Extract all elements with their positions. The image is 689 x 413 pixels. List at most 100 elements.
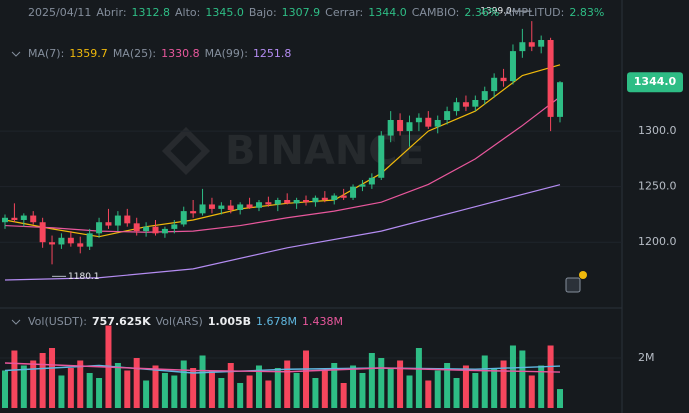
volume-bar bbox=[368, 353, 375, 408]
candle-body bbox=[190, 211, 197, 214]
stat-label: Cerrar: bbox=[325, 6, 364, 19]
collapse-icon[interactable] bbox=[11, 319, 21, 325]
stat-value: 1312.8 bbox=[131, 6, 171, 19]
volume-bar bbox=[124, 370, 131, 408]
stat-value: 2.36% bbox=[464, 6, 500, 19]
watermark-logo bbox=[161, 126, 211, 176]
ma-label: MA(99): bbox=[204, 47, 248, 60]
volume-bar bbox=[49, 348, 56, 408]
candle-body bbox=[321, 197, 328, 200]
volume-bar bbox=[331, 363, 338, 408]
volume-bar bbox=[557, 389, 563, 408]
indicator-dot bbox=[579, 271, 587, 279]
candle-body bbox=[350, 186, 357, 198]
volume-bar bbox=[312, 378, 319, 408]
volume-bar bbox=[171, 375, 178, 408]
candle-body bbox=[180, 211, 187, 225]
candle-body bbox=[133, 223, 140, 232]
volume-bar bbox=[321, 370, 328, 408]
candle-body bbox=[114, 215, 121, 226]
volume-bar bbox=[509, 345, 516, 408]
candle-body bbox=[359, 184, 366, 187]
candle-body bbox=[453, 102, 460, 112]
candle-body bbox=[397, 120, 404, 132]
indicator-icon[interactable] bbox=[565, 277, 581, 293]
volume-bar bbox=[199, 355, 206, 408]
stat-label: CAMBIO: bbox=[411, 6, 460, 19]
candle-body bbox=[49, 242, 56, 245]
candle-body bbox=[255, 202, 262, 208]
candle-body bbox=[171, 224, 178, 229]
date: 2025/04/11 bbox=[28, 6, 92, 19]
candle-body bbox=[77, 243, 84, 247]
candle-body bbox=[491, 77, 498, 92]
volume-bar bbox=[246, 375, 253, 408]
volume-bar bbox=[208, 370, 215, 408]
stat-value: 2.83% bbox=[569, 6, 605, 19]
volume-bar bbox=[30, 360, 37, 408]
vol-value2: 1.005B bbox=[207, 315, 252, 328]
candle-body bbox=[387, 120, 394, 136]
volume-bar bbox=[359, 373, 366, 408]
y-tick-label: 1200.0 bbox=[638, 235, 677, 248]
volume-bar bbox=[547, 345, 554, 408]
candle-body bbox=[124, 215, 131, 224]
candle-body bbox=[528, 42, 535, 47]
volume-bar bbox=[406, 375, 413, 408]
volume-bar bbox=[133, 358, 140, 408]
collapse-icon[interactable] bbox=[11, 51, 21, 57]
volume-bar bbox=[114, 363, 121, 408]
candle-body bbox=[538, 40, 545, 47]
candle-body bbox=[434, 120, 441, 127]
volume-bar bbox=[387, 368, 394, 408]
candle-body bbox=[20, 215, 27, 220]
stat-value: 1307.9 bbox=[281, 6, 321, 19]
candle-body bbox=[331, 195, 338, 200]
volume-bar bbox=[143, 380, 150, 408]
candle-body bbox=[30, 215, 37, 223]
candle-body bbox=[368, 177, 375, 185]
volume-bar bbox=[2, 370, 8, 408]
candle-body bbox=[509, 51, 516, 82]
candle-body bbox=[293, 200, 300, 204]
candle-body bbox=[425, 117, 432, 127]
volume-bar bbox=[453, 378, 460, 408]
candle-body bbox=[199, 204, 206, 214]
candle-body bbox=[227, 205, 234, 210]
ma-label: MA(25): bbox=[112, 47, 157, 60]
volume-bar bbox=[274, 368, 281, 408]
volume-bar bbox=[425, 380, 432, 408]
volume-bar bbox=[397, 360, 404, 408]
stat-label: AMPLITUD: bbox=[504, 6, 565, 19]
volume-bar bbox=[284, 360, 291, 408]
ma-label: MA(7): bbox=[28, 47, 65, 60]
candle-body bbox=[218, 205, 225, 209]
y-tick-label: 1250.0 bbox=[638, 180, 677, 193]
volume-bar bbox=[39, 353, 46, 408]
candle-body bbox=[39, 222, 46, 243]
candle-body bbox=[58, 237, 65, 245]
last-price-tag bbox=[627, 72, 683, 93]
annotation-label: 1399.0 bbox=[480, 7, 512, 17]
ohlc-header: 2025/04/11 Abrir: 1312.8 Alto: 1345.0 Bajo: 13… bbox=[28, 5, 604, 20]
candle-body bbox=[444, 111, 451, 120]
volume-bar bbox=[378, 358, 385, 408]
volume-bar bbox=[20, 365, 27, 408]
candle-body bbox=[547, 40, 554, 117]
y-tick-label: 1300.0 bbox=[638, 124, 677, 137]
volume-bar bbox=[180, 360, 187, 408]
volume-bar bbox=[77, 360, 84, 408]
ma-line bbox=[4, 184, 561, 281]
candle-body bbox=[11, 217, 18, 220]
volume-bar bbox=[96, 378, 103, 408]
candle-body bbox=[152, 226, 159, 234]
volume-ma-line bbox=[4, 364, 561, 374]
ma-value: 1359.7 bbox=[69, 47, 108, 60]
volume-bar bbox=[58, 375, 65, 408]
ma-value: 1251.8 bbox=[252, 47, 292, 60]
stat-label: Abrir: bbox=[96, 6, 127, 19]
volume-bar bbox=[528, 375, 535, 408]
volume-bar bbox=[293, 373, 300, 408]
stat-label: Bajo: bbox=[248, 6, 277, 19]
